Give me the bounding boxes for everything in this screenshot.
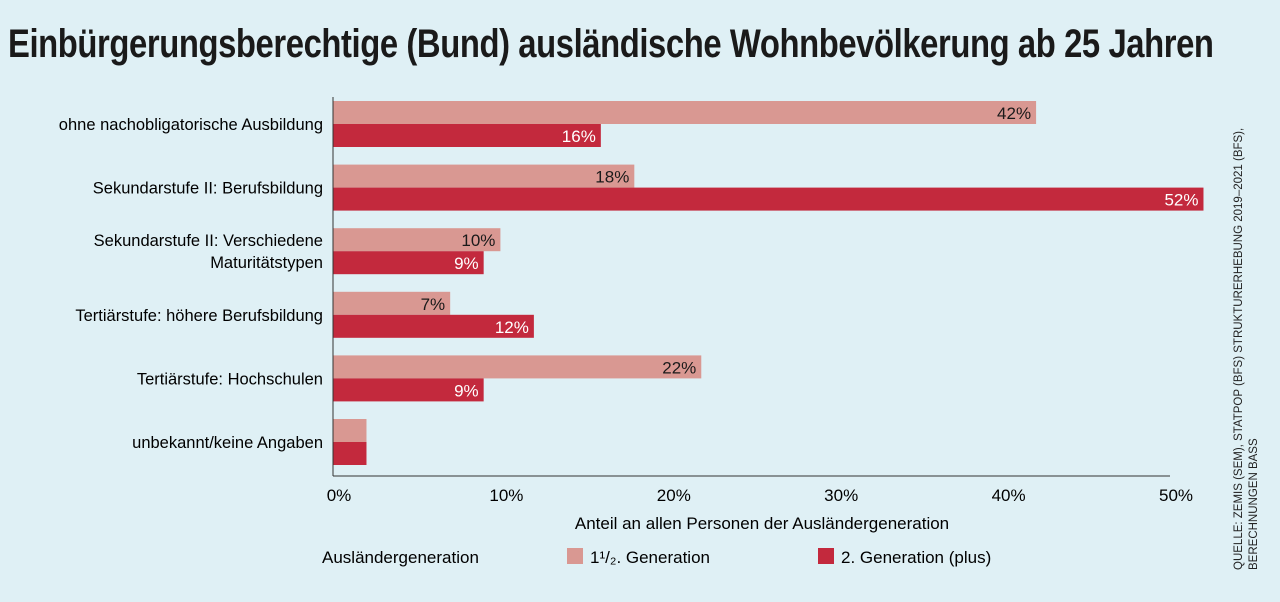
bar xyxy=(333,419,367,442)
data-label: 12% xyxy=(495,318,529,337)
x-tick-label: 10% xyxy=(489,486,523,505)
x-tick-label: 50% xyxy=(1159,486,1193,505)
chart-title: Einbürgerungsberechtige (Bund) ausländis… xyxy=(8,22,1214,66)
bar xyxy=(333,378,484,402)
data-label: 10% xyxy=(461,231,495,250)
legend-swatch xyxy=(567,548,583,564)
data-label: 16% xyxy=(562,127,596,146)
data-label: 9% xyxy=(454,254,479,273)
bar xyxy=(333,251,484,275)
data-label: 7% xyxy=(421,295,446,314)
x-tick-label: 20% xyxy=(657,486,691,505)
x-tick-label: 0% xyxy=(327,486,352,505)
legend-label: 2. Generation (plus) xyxy=(841,548,991,567)
bar xyxy=(333,164,635,188)
legend-title: Ausländergeneration xyxy=(322,548,479,567)
category-label: Maturitätstypen xyxy=(210,254,323,272)
data-label: 22% xyxy=(662,358,696,377)
data-label: 18% xyxy=(595,168,629,187)
bar xyxy=(333,124,601,147)
category-label: Sekundarstufe II: Berufsbildung xyxy=(93,180,323,198)
category-label: ohne nachobligatorische Ausbildung xyxy=(59,116,323,134)
bar xyxy=(333,314,534,338)
bar xyxy=(333,355,702,379)
data-label: 42% xyxy=(997,104,1031,123)
x-tick-label: 30% xyxy=(824,486,858,505)
category-label: Tertiärstufe: höhere Berufsbildung xyxy=(75,307,323,325)
bar xyxy=(333,187,1204,211)
x-axis-title: Anteil an allen Personen der Ausländerge… xyxy=(575,514,949,533)
category-label: unbekannt/keine Angaben xyxy=(132,434,323,452)
bar xyxy=(333,101,1037,124)
x-tick-label: 40% xyxy=(992,486,1026,505)
category-label: Tertiärstufe: Hochschulen xyxy=(137,370,323,388)
bar xyxy=(333,228,501,252)
bar xyxy=(333,291,451,315)
legend-label: 1¹/₂. Generation xyxy=(590,548,710,567)
data-label: 52% xyxy=(1164,191,1198,210)
bar xyxy=(333,442,367,465)
legend-swatch xyxy=(818,548,834,564)
category-label: Sekundarstufe II: Verschiedene xyxy=(94,232,323,250)
data-label: 9% xyxy=(454,381,479,400)
